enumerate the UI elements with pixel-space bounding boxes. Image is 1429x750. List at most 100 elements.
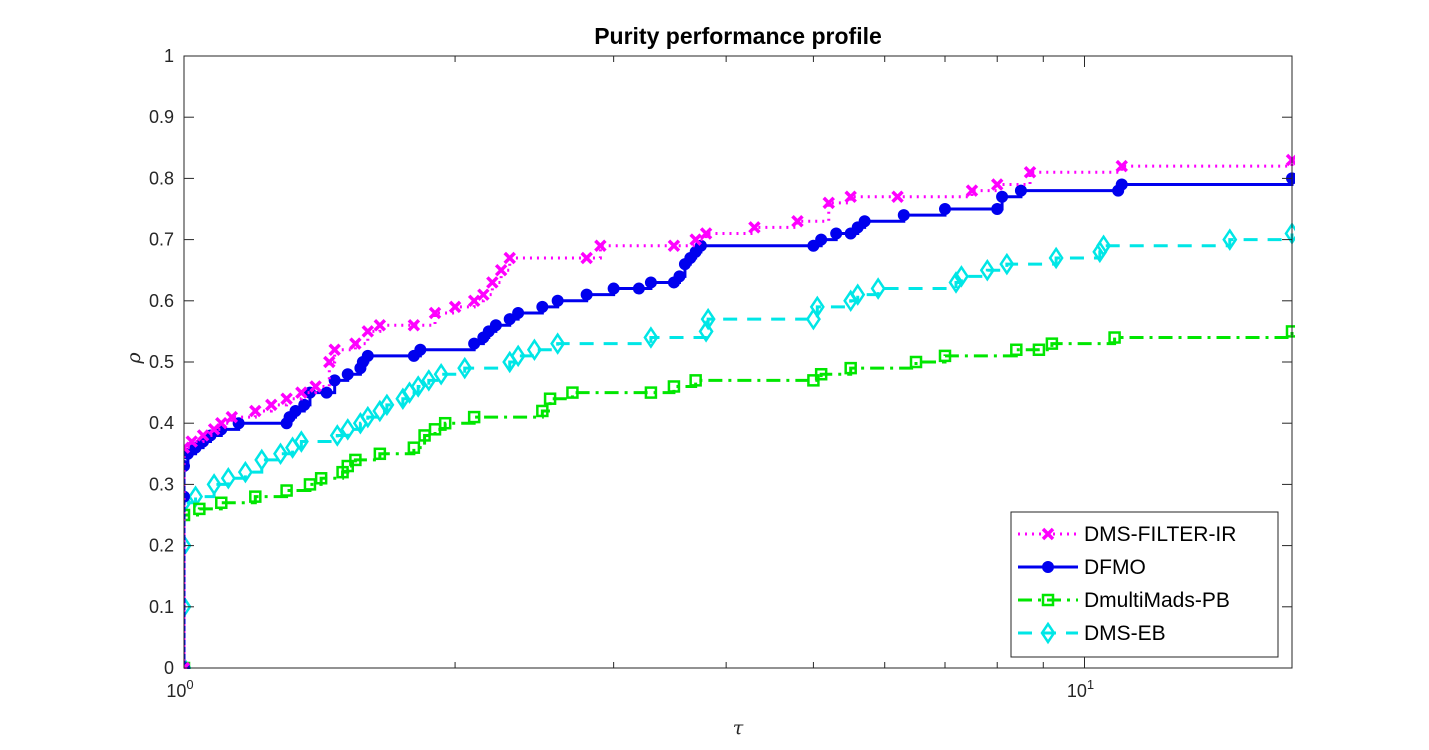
data-point <box>566 386 579 399</box>
legend-marker <box>1042 561 1054 573</box>
y-tick-label: 0.7 <box>149 230 174 250</box>
data-point <box>428 306 442 320</box>
data-point <box>1108 331 1121 344</box>
data-point <box>897 209 910 222</box>
y-tick-label: 0.8 <box>149 168 174 188</box>
data-point <box>328 343 341 356</box>
data-point <box>870 277 886 300</box>
data-point <box>438 416 452 430</box>
data-point <box>249 490 262 503</box>
data-point <box>938 203 951 215</box>
data-point <box>373 447 387 461</box>
data-point <box>457 356 473 380</box>
data-point <box>225 410 239 424</box>
data-point <box>850 283 866 306</box>
legend-label: DFMO <box>1084 556 1146 579</box>
data-point <box>1115 159 1128 173</box>
data-point <box>1115 178 1128 191</box>
data-point <box>948 271 964 294</box>
data-point <box>503 313 516 326</box>
data-point <box>999 252 1015 276</box>
data-point <box>1032 343 1046 357</box>
x-axis-label: τ <box>733 717 744 739</box>
data-point <box>809 295 825 319</box>
data-point <box>341 368 354 381</box>
data-point <box>361 349 374 362</box>
data-point <box>410 375 426 398</box>
data-point <box>309 380 322 393</box>
legend-marker <box>1041 593 1055 607</box>
data-point <box>215 496 228 510</box>
y-tick-label: 1 <box>164 46 174 66</box>
data-point <box>689 374 702 387</box>
y-tick-label: 0.1 <box>149 597 174 617</box>
y-tick-label: 0.2 <box>149 536 174 556</box>
y-tick-label: 0.3 <box>149 474 174 494</box>
data-point <box>273 442 289 466</box>
data-point <box>510 344 526 368</box>
data-point <box>314 472 328 485</box>
data-point <box>433 362 449 386</box>
data-point <box>448 300 462 314</box>
x-tick-label: 100 <box>166 677 193 701</box>
data-point <box>1023 166 1037 179</box>
series-3 <box>184 222 1295 669</box>
data-point <box>407 319 421 332</box>
y-tick-label: 0 <box>164 658 174 678</box>
data-point <box>830 227 843 240</box>
data-point <box>421 369 437 392</box>
data-point <box>512 307 525 320</box>
x-tick-base: 10 <box>1067 681 1087 701</box>
data-point <box>414 343 427 356</box>
data-point <box>320 386 333 399</box>
data-point <box>791 215 804 228</box>
series-1 <box>184 172 1295 669</box>
data-point <box>607 282 620 295</box>
data-point <box>468 337 481 350</box>
data-point <box>206 473 222 496</box>
data-point <box>644 386 658 399</box>
legend-label: DMS-EB <box>1084 622 1166 645</box>
data-point <box>979 258 995 282</box>
x-tick-exponent: 0 <box>186 677 193 692</box>
data-point <box>280 392 293 405</box>
data-point <box>1048 246 1064 270</box>
data-point <box>1045 337 1059 350</box>
data-point <box>293 430 309 453</box>
data-point <box>580 288 593 301</box>
data-point <box>643 326 659 349</box>
legend-label: DmultiMads-PB <box>1084 589 1230 612</box>
data-point <box>184 595 192 619</box>
data-point <box>298 398 311 411</box>
legend-marker <box>1040 621 1056 645</box>
data-point <box>526 338 542 362</box>
data-point <box>844 361 857 375</box>
data-point <box>814 367 828 381</box>
data-point <box>673 270 686 283</box>
data-point <box>536 300 549 313</box>
data-point <box>361 325 375 338</box>
chart-title: Purity performance profile <box>594 23 882 49</box>
data-point <box>494 263 508 277</box>
y-tick-label: 0.9 <box>149 107 174 127</box>
data-point <box>185 435 198 448</box>
data-point <box>815 233 828 246</box>
data-point <box>379 393 395 417</box>
y-tick-label: 0.6 <box>149 291 174 311</box>
x-tick-exponent: 1 <box>1087 677 1094 692</box>
data-point <box>644 276 657 289</box>
data-point <box>807 239 820 252</box>
data-point <box>215 416 228 430</box>
data-point <box>196 429 210 442</box>
data-point <box>551 294 564 307</box>
data-point <box>220 467 236 490</box>
data-point <box>748 221 761 234</box>
data-point <box>1222 228 1238 251</box>
y-tick-label: 0.5 <box>149 352 174 372</box>
data-point <box>891 190 904 203</box>
data-point <box>938 349 952 363</box>
data-point <box>1096 234 1112 257</box>
data-point <box>329 424 345 447</box>
